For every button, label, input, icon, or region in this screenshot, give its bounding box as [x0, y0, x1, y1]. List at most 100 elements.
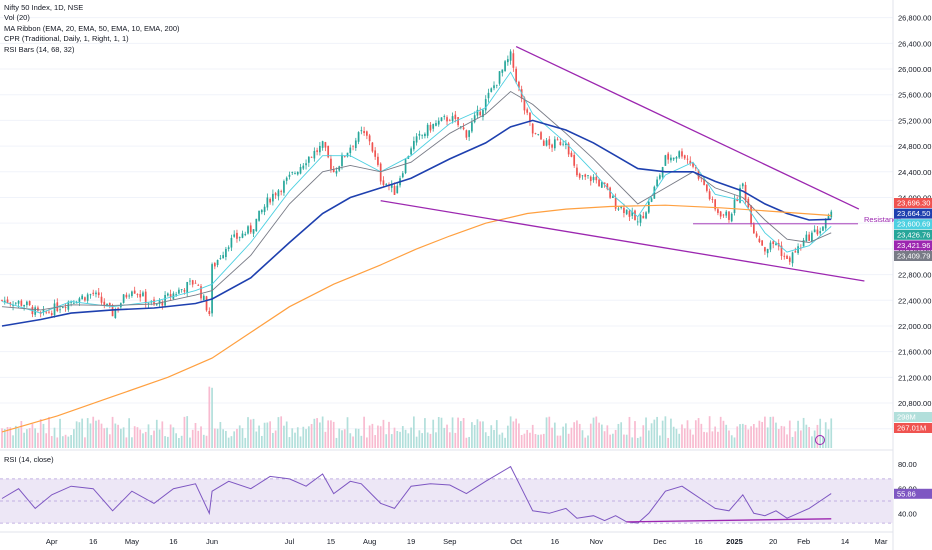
candle-body — [247, 226, 249, 234]
price-badge-label: 23,664.50 — [897, 209, 930, 218]
volume-bar — [410, 427, 412, 448]
candle-body — [14, 302, 17, 304]
volume-bar — [728, 430, 730, 448]
volume-bar — [61, 436, 64, 448]
volume-bar — [153, 430, 155, 448]
volume-bar — [42, 423, 45, 448]
candle-body — [374, 150, 377, 157]
volume-bar — [490, 425, 493, 448]
volume-bar — [706, 432, 708, 448]
volume-bar — [78, 422, 81, 448]
volume-bar — [360, 435, 363, 448]
candle-body — [122, 294, 125, 303]
volume-bar — [233, 431, 236, 448]
volume-bar — [385, 434, 388, 448]
volume-bar — [291, 428, 294, 448]
candle-body — [459, 126, 462, 128]
volume-bar — [689, 429, 692, 448]
volume-bar — [266, 422, 269, 448]
vol-label[interactable]: Vol (20) — [4, 13, 30, 23]
candle-body — [769, 242, 772, 250]
volume-bar — [473, 424, 476, 448]
candle-body — [20, 300, 23, 306]
candle-body — [161, 301, 164, 306]
volume-bar — [642, 425, 645, 448]
candle-body — [506, 59, 509, 63]
candle-body — [379, 163, 382, 182]
volume-bar — [17, 428, 20, 448]
candle-body — [518, 81, 520, 88]
cpr-label[interactable]: CPR (Traditional, Daily, 1, Right, 1, 1) — [4, 34, 129, 44]
volume-bar — [31, 423, 34, 448]
candle-body — [128, 295, 131, 297]
volume-bar — [269, 421, 271, 448]
volume-bar — [537, 434, 540, 448]
candle-body — [404, 159, 407, 174]
volume-bar — [404, 429, 407, 448]
indicator-legend: Nifty 50 Index, 1D, NSE Vol (20) MA Ribb… — [4, 3, 180, 55]
rsi-legend[interactable]: RSI (14, close) — [4, 455, 54, 464]
volume-bar — [714, 426, 717, 448]
candle-body — [675, 157, 678, 159]
candle-body — [106, 303, 108, 306]
volume-bar — [139, 429, 142, 448]
volume-bar — [775, 422, 777, 448]
candle-body — [357, 132, 360, 142]
ema200-line — [1, 204, 832, 433]
volume-bar — [92, 416, 95, 448]
candle-body — [84, 297, 86, 301]
candle-body — [487, 92, 490, 99]
candle-body — [305, 163, 307, 166]
volume-bar — [529, 432, 531, 448]
volume-bar — [84, 437, 86, 448]
ribbon-label[interactable]: MA Ribbon (EMA, 20, EMA, 50, EMA, 10, EM… — [4, 23, 180, 33]
volume-bar — [675, 428, 678, 448]
volume-bar — [446, 424, 448, 448]
volume-bar — [752, 424, 755, 448]
volume-bar — [614, 429, 617, 448]
candle-body — [631, 211, 634, 216]
volume-badge — [894, 412, 932, 422]
candle-body — [736, 199, 739, 202]
volume-bar — [598, 422, 600, 448]
candle-body — [562, 143, 564, 145]
price-badge-label: 23,600.69 — [897, 220, 930, 229]
volume-bar — [26, 429, 28, 448]
price-badge — [894, 251, 932, 261]
price-tick-label: 24,400.00 — [898, 168, 931, 177]
candle-body — [706, 184, 708, 191]
candle-body — [592, 177, 595, 181]
candle-body — [440, 117, 443, 122]
candle-body — [6, 299, 9, 304]
volume-bar — [150, 435, 153, 448]
volume-bar — [1, 428, 3, 448]
volume-bar — [258, 425, 260, 448]
replay-icon[interactable] — [815, 435, 825, 445]
volume-bar — [681, 424, 683, 448]
volume-bar — [147, 424, 150, 448]
candle-body — [548, 139, 551, 146]
candle-body — [50, 313, 53, 315]
volume-bar — [341, 430, 343, 448]
rsibars-label[interactable]: RSI Bars (14, 68, 32) — [4, 44, 75, 54]
volume-bar — [482, 421, 484, 448]
candle-body — [191, 280, 194, 285]
candle-body — [294, 173, 296, 174]
volume-bar — [634, 421, 636, 448]
volume-bar — [249, 419, 252, 448]
volume-bar — [576, 420, 578, 448]
candle-body — [529, 112, 531, 122]
volume-bar — [321, 416, 324, 448]
symbol-title[interactable]: Nifty 50 Index, 1D, NSE — [4, 3, 84, 12]
volume-bar — [238, 425, 241, 448]
candle-body — [139, 294, 142, 298]
trendline — [515, 45, 860, 210]
candle-body — [462, 127, 465, 130]
volume-bar — [448, 432, 451, 448]
volume-bar — [584, 437, 587, 448]
volume-bar — [437, 417, 440, 448]
volume-bar — [595, 416, 598, 448]
candle-body — [827, 216, 830, 220]
volume-bar — [741, 423, 744, 448]
